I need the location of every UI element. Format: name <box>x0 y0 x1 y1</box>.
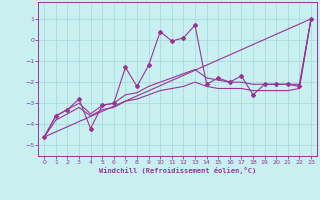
X-axis label: Windchill (Refroidissement éolien,°C): Windchill (Refroidissement éolien,°C) <box>99 167 256 174</box>
